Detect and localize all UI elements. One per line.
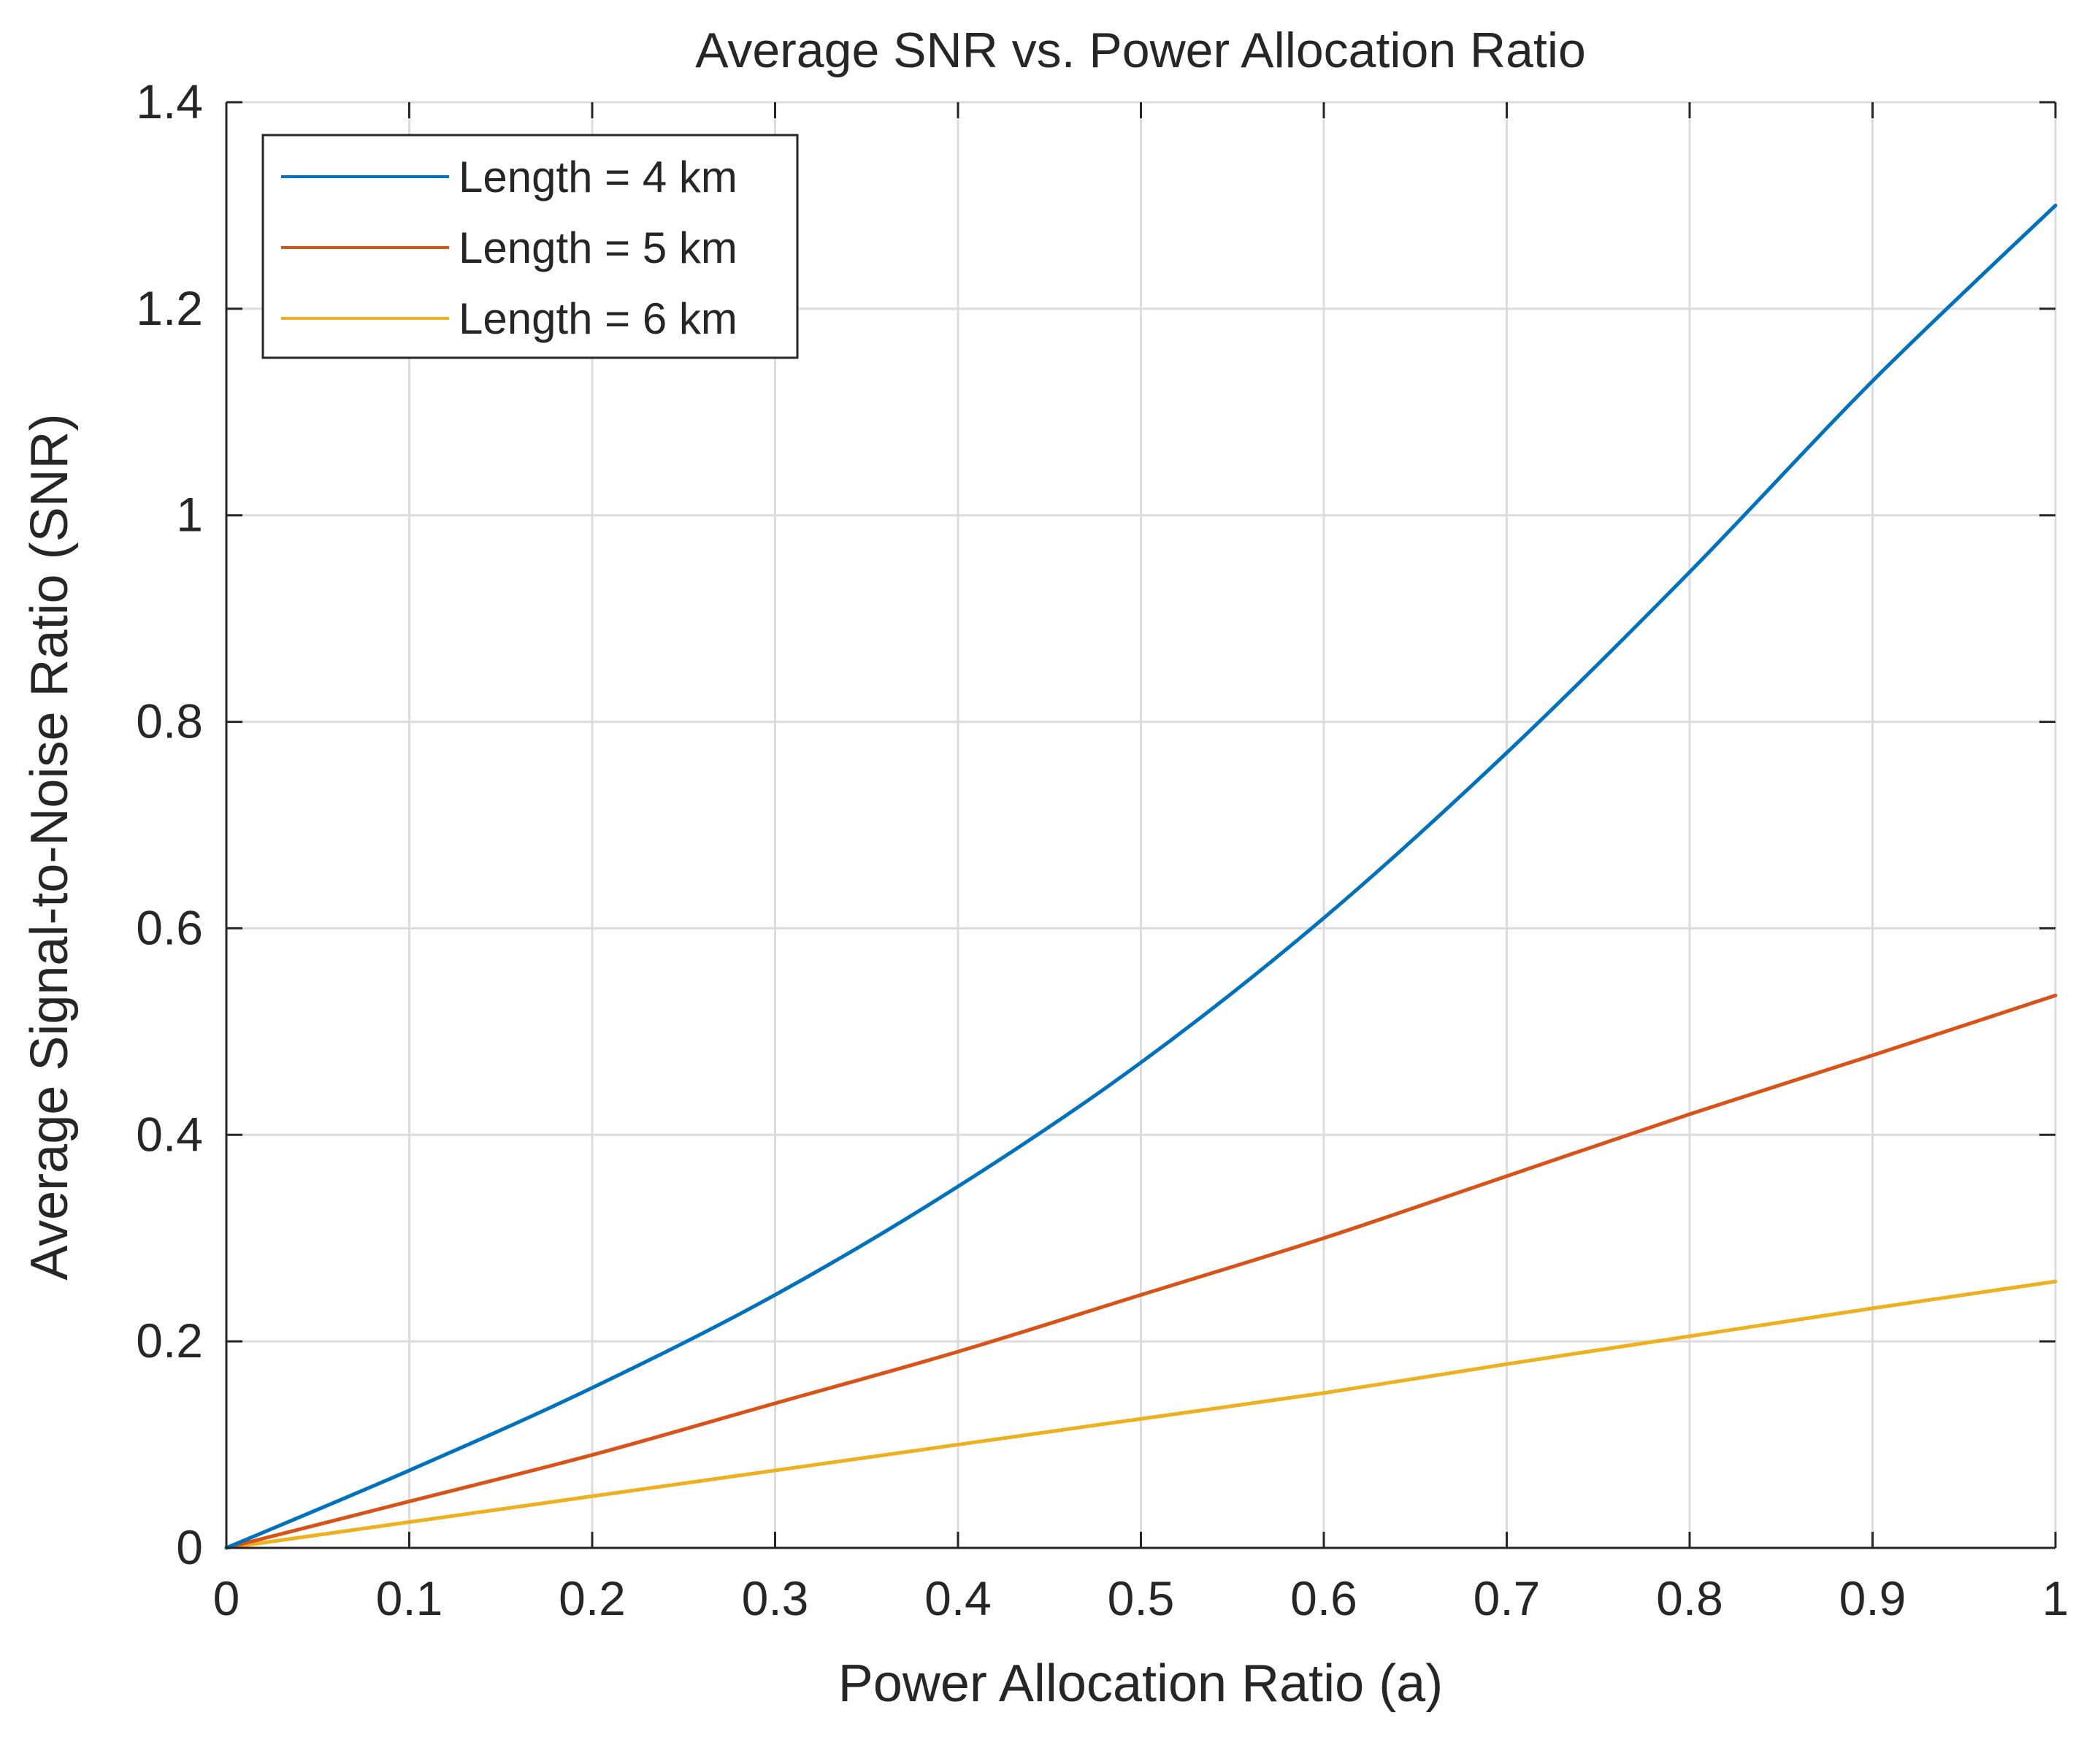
legend-label-6km: Length = 6 km <box>459 294 737 343</box>
legend-entry-4km: Length = 4 km <box>281 153 737 202</box>
tick-labels: 0 0.1 0.2 0.3 0.4 0.5 0.6 0.7 0.8 0.9 1 0 0.2 0.4 0.6 0… <box>136 74 2069 1625</box>
y-tick-label-1: 0.2 <box>136 1314 203 1368</box>
series-line-5km <box>224 993 2058 1550</box>
y-tick-label-6: 1.2 <box>136 281 203 335</box>
y-axis-label: Average Signal-to-Noise Ratio (SNR) <box>20 413 79 1280</box>
x-tick-label-5: 0.5 <box>1108 1571 1175 1625</box>
legend: Length = 4 km Length = 5 km Length = 6 k… <box>261 134 799 359</box>
x-tick-label-8: 0.8 <box>1656 1571 1723 1625</box>
x-tick-label-1: 0.1 <box>376 1571 443 1625</box>
x-axis-label: Power Allocation Ratio (a) <box>838 1654 1443 1713</box>
x-tick-label-2: 0.2 <box>559 1571 626 1625</box>
x-tick-label-9: 0.9 <box>1839 1571 1907 1625</box>
y-tick-label-3: 0.6 <box>136 900 203 954</box>
legend-label-4km: Length = 4 km <box>459 153 737 202</box>
legend-entry-6km: Length = 6 km <box>281 294 737 343</box>
y-tick-label-5: 1 <box>176 488 203 542</box>
y-tick-label-7: 1.4 <box>136 74 203 129</box>
x-tick-label-4: 0.4 <box>924 1571 992 1625</box>
series-line-4km <box>224 203 2058 1550</box>
legend-label-5km: Length = 5 km <box>459 223 737 272</box>
x-tick-label-10: 1 <box>2042 1571 2069 1625</box>
x-tick-label-7: 0.7 <box>1474 1571 1541 1625</box>
series-line-6km <box>224 1279 2058 1550</box>
axes <box>225 101 2057 1549</box>
y-tick-label-4: 0.8 <box>136 694 203 748</box>
legend-entry-5km: Length = 5 km <box>281 223 737 272</box>
y-tick-label-0: 0 <box>176 1520 203 1574</box>
x-tick-label-3: 0.3 <box>742 1571 809 1625</box>
series-lines <box>224 203 2058 1550</box>
y-tick-label-2: 0.4 <box>136 1107 203 1161</box>
x-tick-label-6: 0.6 <box>1290 1571 1357 1625</box>
x-tick-label-0: 0 <box>213 1571 240 1625</box>
chart-title: Average SNR vs. Power Allocation Ratio <box>695 23 1586 78</box>
